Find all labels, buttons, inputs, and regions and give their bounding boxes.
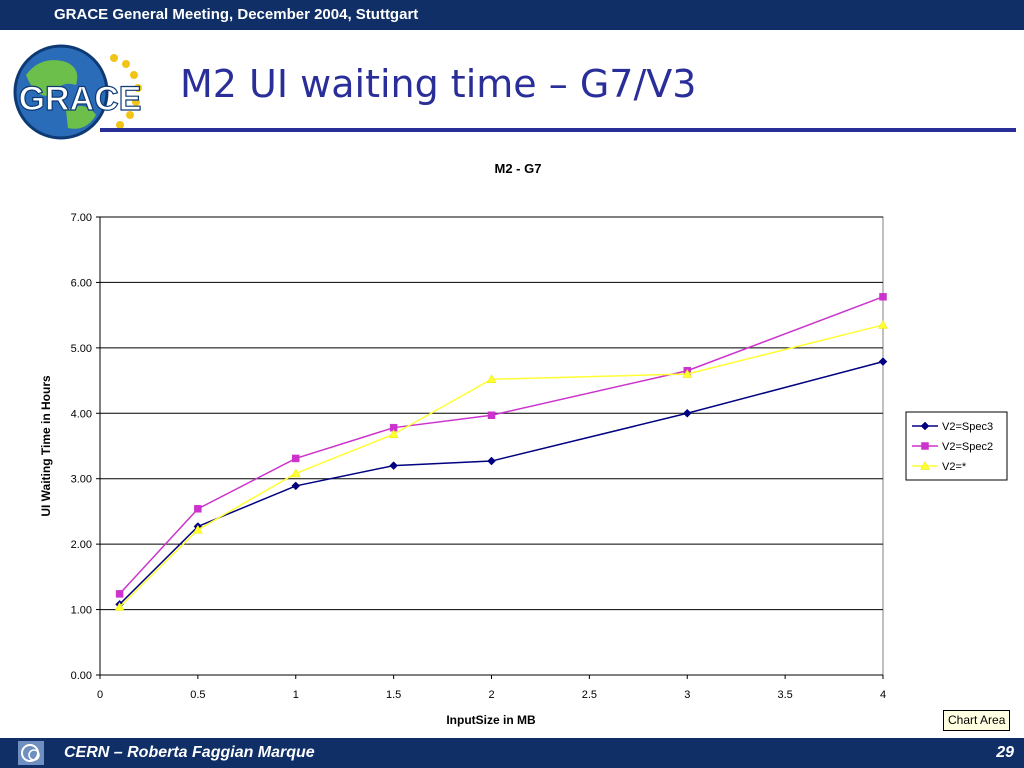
x-tick-label: 1 <box>293 689 299 701</box>
x-axis-label: InputSize in MB <box>446 713 536 727</box>
chart-area-tooltip: Chart Area <box>943 710 1011 731</box>
y-tick-label: 6.00 <box>71 277 92 289</box>
x-tick-label: 2 <box>488 689 494 701</box>
x-axis-ticks: 0 0.5 1 1.5 2 2.5 3 3.5 4 <box>97 674 886 701</box>
data-point[interactable] <box>194 505 202 513</box>
y-axis-ticks: 0.00 1.00 2.00 3.00 4.00 5.00 6.00 7.00 <box>71 212 101 682</box>
data-point[interactable] <box>682 369 693 378</box>
data-point[interactable] <box>290 468 301 478</box>
data-point[interactable] <box>192 524 203 534</box>
cern-logo-icon <box>18 741 44 765</box>
footer-bar: CERN – Roberta Faggian Marque 29 <box>0 738 1024 768</box>
legend-marker[interactable] <box>921 442 929 450</box>
grace-globe-logo-icon: GRACE <box>13 44 142 140</box>
page-title: M2 UI waiting time – G7/V3 <box>180 62 697 106</box>
x-tick-label: 4 <box>880 689 886 701</box>
footer-author: CERN – Roberta Faggian Marque <box>64 744 315 761</box>
legend-marker[interactable] <box>920 460 930 470</box>
data-point[interactable] <box>487 411 496 419</box>
line-chart[interactable]: M2 - G7 0.00 1.00 2.00 3.00 4.00 5.00 6.00 7.00… <box>0 150 1024 735</box>
plot-area[interactable] <box>99 216 884 676</box>
data-point[interactable] <box>879 293 887 301</box>
x-tick-label: 3.5 <box>777 689 792 701</box>
y-tick-label: 1.00 <box>71 605 92 617</box>
x-tick-label: 2.5 <box>582 689 597 701</box>
series-layer <box>114 293 888 611</box>
data-point[interactable] <box>389 461 398 470</box>
data-point[interactable] <box>291 481 301 491</box>
header-bar: GRACE General Meeting, December 2004, St… <box>0 0 1024 30</box>
legend-item[interactable]: V2=Spec2 <box>912 441 993 453</box>
y-tick-label: 4.00 <box>71 408 92 420</box>
data-point[interactable] <box>115 590 124 598</box>
chart-legend[interactable]: V2=Spec3 V2=Spec2 V2=* <box>905 411 1008 481</box>
y-tick-label: 5.00 <box>71 343 92 355</box>
logo-text: GRACE <box>19 80 142 118</box>
page-number: 29 <box>996 744 1014 761</box>
legend-item[interactable]: V2=* <box>912 460 967 473</box>
data-point[interactable] <box>388 429 399 438</box>
y-tick-label: 7.00 <box>71 212 92 224</box>
title-divider <box>100 128 1016 132</box>
legend-label: V2=Spec2 <box>942 441 993 453</box>
y-tick-label: 2.00 <box>71 539 92 551</box>
legend-label: V2=Spec3 <box>942 421 993 433</box>
x-tick-label: 1.5 <box>386 689 401 701</box>
x-tick-label: 0.5 <box>190 689 205 701</box>
y-axis-label: UI Waiting Time in Hours <box>39 375 53 517</box>
data-point[interactable] <box>292 454 300 463</box>
x-tick-label: 3 <box>684 689 690 701</box>
legend-item[interactable]: V2=Spec3 <box>912 421 993 433</box>
x-tick-label: 0 <box>97 689 103 701</box>
legend-marker[interactable] <box>920 421 930 431</box>
meeting-title: GRACE General Meeting, December 2004, St… <box>54 6 419 23</box>
data-point[interactable] <box>878 357 888 366</box>
y-tick-label: 3.00 <box>71 474 92 486</box>
legend-label: V2=* <box>942 461 967 473</box>
series-triangle <box>114 319 888 611</box>
data-point[interactable] <box>682 408 692 418</box>
y-tick-label: 0.00 <box>71 670 92 682</box>
chart-title: M2 - G7 <box>495 161 542 176</box>
data-point[interactable] <box>878 319 888 329</box>
data-point[interactable] <box>486 374 497 384</box>
data-point[interactable] <box>114 601 125 611</box>
data-point[interactable] <box>487 456 496 466</box>
